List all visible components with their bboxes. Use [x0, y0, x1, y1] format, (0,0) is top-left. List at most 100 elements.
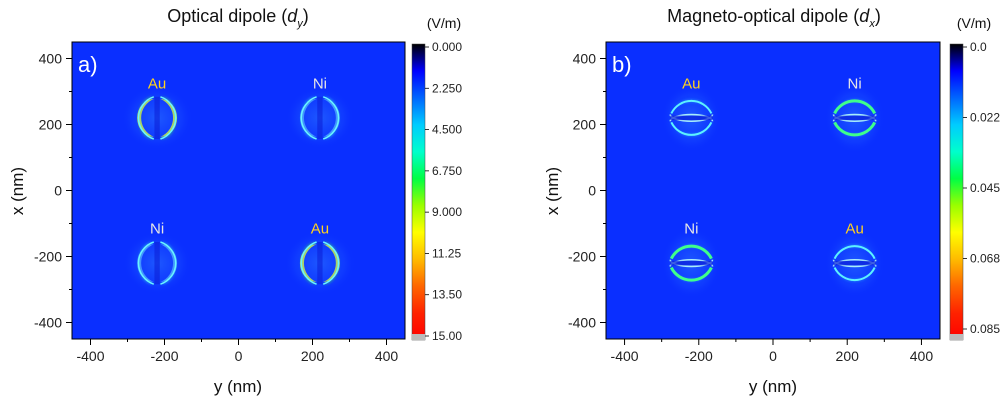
field-gap [670, 115, 713, 121]
colorbar-overflow [950, 334, 963, 340]
particle-field [669, 244, 714, 282]
x-tick-label: -400 [76, 348, 104, 364]
field-gap [833, 260, 876, 266]
particle-field [299, 96, 340, 140]
particle-field [832, 99, 877, 137]
field-lobe-edge [670, 121, 713, 136]
particle-label-au: Au [845, 220, 863, 237]
field-lobe-edge [669, 266, 713, 282]
colorbar-ticks: 0.000 2.250 4.500 6.750 9.000 11.25 13.50 15.00 [425, 40, 462, 343]
panel-optical-dipole: Optical dipole (dy) Au Ni Ni Au -400 -200 0 20… [8, 6, 462, 396]
chart-title: Magneto-optical dipole (dx) [667, 6, 881, 30]
field-lobes [137, 96, 340, 285]
field-lobe-edge [137, 96, 155, 140]
field-lobe-edge [669, 244, 713, 260]
field-lobe-edge [137, 241, 155, 285]
field-lobe-edge [160, 241, 177, 285]
chart-title: Optical dipole (dy) [167, 6, 309, 30]
colorbar-tick-label: 13.50 [432, 288, 462, 302]
x-tick-label: 200 [836, 348, 860, 364]
colorbar-tick-label: 0.000 [432, 40, 462, 54]
x-axis-ticks: -400 -200 0 200 400 [76, 339, 398, 364]
x-tick-label: 0 [769, 348, 777, 364]
field-lobe-edge [670, 99, 713, 114]
x-axis-ticks: -400 -200 0 200 400 [611, 339, 934, 364]
particle-label-au: Au [311, 221, 329, 238]
colorbar-tick-label: 0.0 [970, 40, 987, 54]
y-axis-label: x (nm) [543, 167, 562, 215]
field-lobe-edge [322, 96, 340, 140]
particle-label-ni: Ni [684, 220, 698, 237]
field-gap [317, 242, 323, 285]
x-tick-label: 400 [375, 348, 399, 364]
colorbar-tick-label: 0.022 [970, 111, 1000, 125]
colorbar-tick-label: 11.25 [432, 246, 461, 260]
colorbar-unit: (V/m) [957, 15, 991, 31]
x-axis-label: y (nm) [214, 377, 262, 396]
colorbar-unit: (V/m) [427, 15, 461, 31]
y-tick-label: 200 [573, 117, 597, 133]
y-tick-label: 0 [54, 183, 62, 199]
y-axis-ticks: 400 200 0 -200 -400 [34, 51, 72, 331]
particle-label-au: Au [682, 75, 700, 92]
x-tick-label: -400 [611, 348, 639, 364]
particle-field [832, 244, 877, 282]
colorbar-tick-label: 15.00 [432, 329, 462, 343]
y-tick-label: -400 [34, 315, 62, 331]
field-gap [154, 242, 160, 285]
field-lobe-edge [322, 241, 340, 285]
y-tick-label: 0 [588, 183, 596, 199]
y-axis-ticks: 400 200 0 -200 -400 [568, 51, 606, 331]
field-lobe-edge [300, 241, 317, 285]
field-lobe-edge [833, 245, 876, 260]
field-gap [317, 96, 323, 139]
field-gap [833, 115, 876, 121]
colorbar-tick-label: 9.000 [432, 205, 462, 219]
field-gap [670, 260, 713, 266]
colorbar [411, 43, 426, 341]
x-tick-label: 0 [235, 348, 243, 364]
colorbar-tick-label: 0.068 [970, 252, 1000, 266]
panel-label: a) [78, 52, 98, 77]
colorbar [949, 43, 964, 341]
particle-label-ni: Ni [150, 221, 164, 238]
particle-label-ni: Ni [848, 75, 862, 92]
heatmap-background [606, 42, 940, 339]
x-tick-label: -200 [685, 348, 713, 364]
colorbar-overflow [412, 334, 425, 340]
particle-label-ni: Ni [313, 75, 327, 92]
colorbar-tick-label: 0.085 [970, 322, 1000, 336]
panel-magneto-optical-dipole: Magneto-optical dipole (dx) Au Ni Ni Au -40… [543, 6, 1000, 396]
particle-labels: Au Ni Ni Au [148, 75, 329, 237]
particle-field [137, 96, 178, 140]
field-lobe-edge [300, 96, 317, 140]
field-gap [154, 96, 160, 139]
particle-field [669, 99, 714, 137]
colorbar-tick-label: 6.750 [432, 164, 462, 178]
field-lobes [669, 99, 877, 282]
panel-label: b) [612, 52, 632, 77]
y-tick-label: 200 [39, 117, 63, 133]
y-tick-label: -200 [568, 249, 596, 265]
colorbar-ticks: 0.0 0.022 0.045 0.068 0.085 [963, 40, 1000, 336]
x-tick-label: 200 [301, 348, 325, 364]
particle-labels: Au Ni Ni Au [682, 75, 864, 237]
x-tick-label: -200 [150, 348, 178, 364]
x-tick-label: 400 [910, 348, 934, 364]
y-tick-label: 400 [39, 51, 63, 67]
colorbar-tick-label: 2.250 [432, 81, 462, 95]
colorbar-tick-label: 4.500 [432, 123, 462, 137]
y-tick-label: -200 [34, 249, 62, 265]
field-lobe-edge [160, 96, 177, 140]
y-axis-label: x (nm) [8, 167, 27, 215]
field-lobe-edge [833, 121, 877, 137]
particle-label-au: Au [148, 75, 166, 92]
x-axis-label: y (nm) [749, 377, 797, 396]
y-tick-label: 400 [573, 51, 597, 67]
field-lobe-edge [833, 99, 877, 115]
field-lobe-edge [833, 267, 876, 282]
particle-field [137, 241, 178, 285]
y-tick-label: -400 [568, 315, 596, 331]
particle-field [299, 241, 340, 285]
